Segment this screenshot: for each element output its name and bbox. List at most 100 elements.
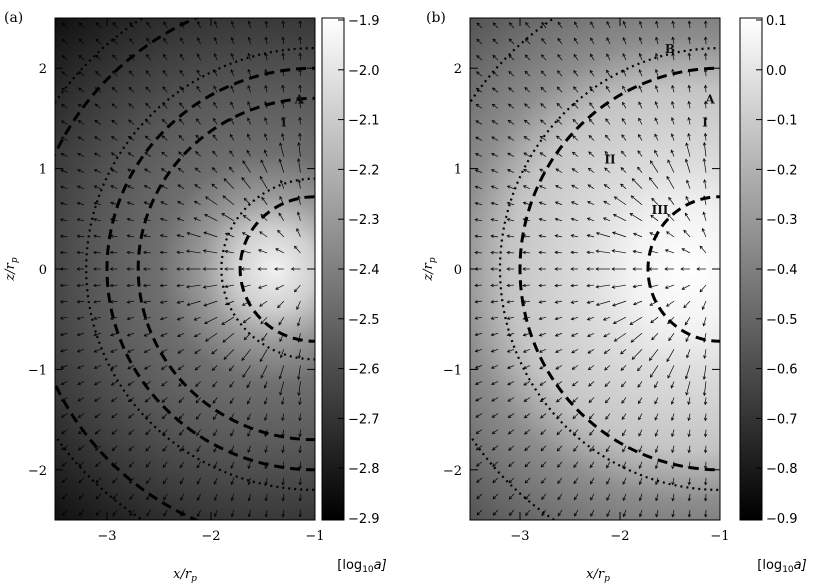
- vector-arrowhead: [587, 366, 592, 371]
- vector-arrowhead: [570, 217, 575, 222]
- vector-arrow: [573, 477, 579, 484]
- vector-arrowhead: [680, 267, 684, 271]
- colorbar-tick-label: −0.6: [766, 363, 798, 378]
- vector-arrowhead: [242, 160, 246, 164]
- vector-arrow: [248, 69, 251, 77]
- panel-a-colorbar: −1.9−2.0−2.1−2.2−2.3−2.4−2.5−2.6−2.7−2.8…: [321, 14, 387, 575]
- vector-arrow: [299, 413, 301, 421]
- vector-arrowhead: [523, 414, 528, 419]
- vector-arrowhead: [213, 36, 218, 41]
- vector-arrowhead: [703, 20, 708, 24]
- vector-arrow: [688, 429, 691, 437]
- vector-arrowhead: [111, 414, 115, 419]
- vector-arrow: [606, 477, 611, 485]
- vector-arrowhead: [572, 415, 577, 420]
- vector-arrowhead: [263, 133, 268, 137]
- vector-arrow: [703, 317, 707, 326]
- vector-arrow: [509, 22, 515, 29]
- vector-arrowhead: [93, 382, 98, 386]
- vector-arrowhead: [538, 201, 543, 205]
- vector-arrow: [265, 509, 268, 517]
- vector-arrowhead: [202, 267, 207, 271]
- vector-arrow: [260, 365, 268, 379]
- vector-arrow: [222, 195, 235, 206]
- vector-arrow: [259, 300, 268, 307]
- vector-arrowhead: [161, 415, 166, 420]
- vector-arrowhead: [95, 22, 100, 26]
- vector-arrowhead: [126, 217, 131, 222]
- vector-arrow: [112, 38, 118, 45]
- vector-arrowhead: [654, 416, 658, 421]
- vector-arrow: [93, 235, 101, 238]
- vector-arrowhead: [492, 22, 497, 26]
- vector-arrowhead: [491, 414, 496, 418]
- vector-arrow: [614, 196, 627, 206]
- vector-arrowhead: [671, 449, 675, 454]
- vector-arrowhead: [95, 38, 99, 42]
- vector-arrow: [475, 381, 483, 385]
- vector-arrowhead: [654, 149, 658, 154]
- vector-arrow: [681, 248, 691, 254]
- vector-arrowhead: [278, 212, 282, 217]
- vector-arrowhead: [589, 53, 594, 58]
- vector-arrow: [60, 186, 68, 190]
- vector-arrowhead: [475, 120, 480, 124]
- vector-arrowhead: [203, 231, 208, 235]
- vector-arrow: [539, 235, 547, 238]
- vector-arrowhead: [541, 496, 545, 501]
- vector-arrowhead: [523, 398, 528, 402]
- vector-arrowhead: [573, 464, 577, 468]
- vector-arrow: [77, 381, 85, 385]
- vector-arrowhead: [93, 152, 98, 156]
- vector-arrowhead: [257, 285, 262, 289]
- vector-arrowhead: [538, 300, 543, 304]
- vector-arrow: [112, 87, 118, 93]
- vector-arrow: [688, 493, 691, 501]
- vector-arrowhead: [129, 21, 133, 26]
- vector-arrowhead: [621, 416, 625, 421]
- vector-arrowhead: [110, 333, 114, 337]
- vector-arrowhead: [587, 350, 592, 354]
- vector-arrowhead: [112, 21, 116, 26]
- vector-arrow: [684, 317, 691, 326]
- vector-arrow: [612, 284, 627, 288]
- vector-arrowhead: [540, 431, 544, 435]
- vector-arrow: [603, 316, 611, 321]
- panel-b-colorbar-ticks: 0.10.0−0.1−0.2−0.3−0.4−0.5−0.6−0.7−0.8−0…: [756, 14, 798, 527]
- vector-arrowhead: [588, 415, 593, 420]
- vector-arrow: [507, 348, 515, 353]
- vector-arrow: [62, 22, 68, 29]
- vector-arrow: [178, 135, 185, 141]
- vector-arrow: [556, 429, 563, 435]
- vector-arrowhead: [259, 303, 263, 307]
- vector-arrow: [688, 21, 691, 29]
- vector-arrow: [491, 365, 499, 369]
- vector-arrowhead: [611, 249, 616, 253]
- vector-arrowhead: [177, 201, 181, 205]
- vector-arrowhead: [540, 119, 544, 123]
- vector-arrowhead: [684, 212, 689, 217]
- vector-arrow: [110, 202, 118, 206]
- vector-arrow: [688, 509, 691, 517]
- vector-arrowhead: [476, 511, 481, 516]
- vector-arrow: [667, 159, 675, 173]
- vector-arrow: [94, 365, 101, 369]
- vector-arrow: [672, 493, 675, 501]
- vector-arrow: [180, 37, 185, 45]
- vector-arrow: [129, 461, 135, 468]
- vector-arrowhead: [185, 267, 190, 271]
- vector-arrow: [507, 202, 515, 206]
- vector-arrowhead: [654, 400, 658, 405]
- vector-arrow: [78, 445, 85, 451]
- vector-arrow: [667, 365, 675, 379]
- panel-a-label: (a): [4, 10, 23, 26]
- vector-arrowhead: [638, 481, 643, 486]
- vector-arrow: [631, 349, 643, 360]
- vector-arrow: [62, 493, 68, 499]
- vector-arrowhead: [93, 234, 97, 238]
- vector-arrow: [204, 316, 218, 324]
- vector-arrowhead: [605, 85, 610, 90]
- vector-arrow: [247, 445, 251, 453]
- vector-arrowhead: [93, 185, 98, 189]
- vector-arrow: [95, 103, 101, 109]
